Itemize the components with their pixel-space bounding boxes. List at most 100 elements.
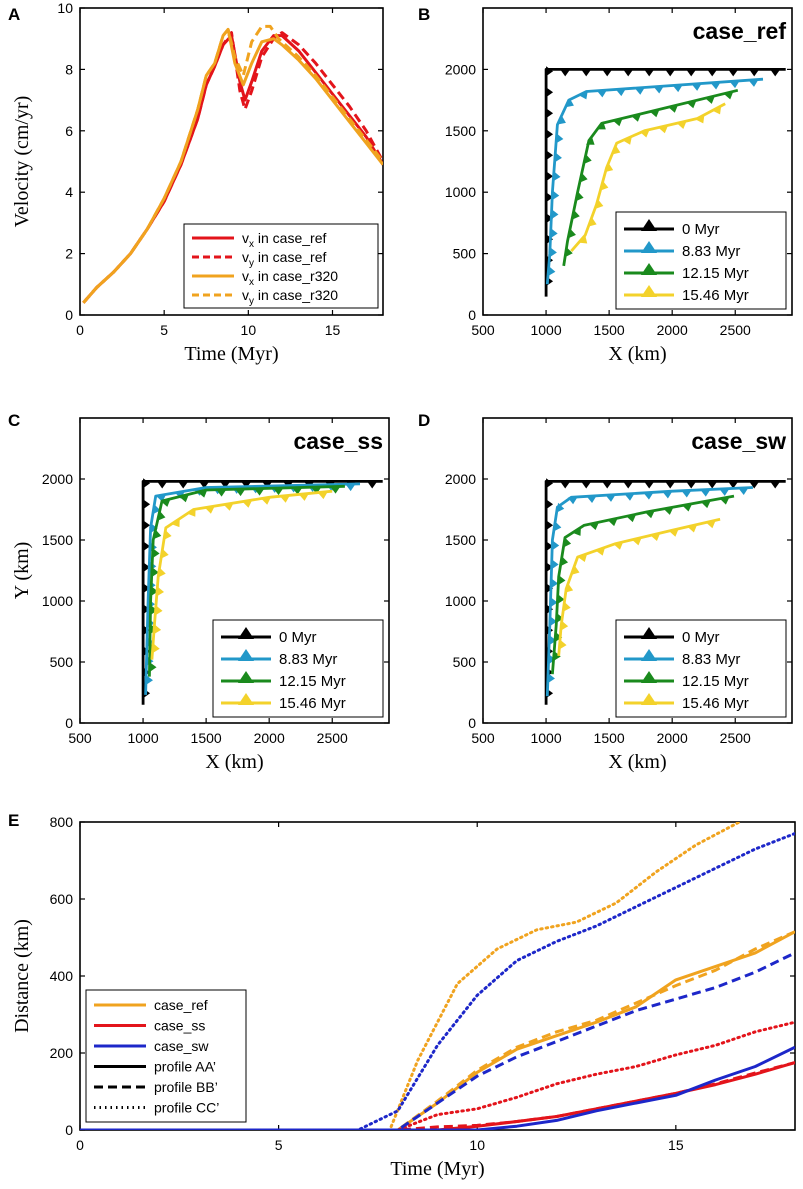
y-tick-label: 200 — [50, 1045, 74, 1061]
plot-frame — [482, 417, 793, 724]
legend-triangle — [238, 627, 254, 639]
subduction-marker — [546, 66, 554, 77]
panel-label: C — [8, 411, 20, 430]
subduction-marker — [623, 481, 634, 489]
legend-label: 12.15 Myr — [279, 673, 346, 690]
subduction-marker — [589, 522, 599, 531]
subduction-marker — [546, 87, 554, 98]
subduction-marker — [604, 162, 614, 173]
x-tick-label: 2500 — [720, 322, 751, 338]
subduction-marker — [171, 518, 180, 528]
subduction-marker — [546, 192, 554, 203]
legend-label: case_ss — [154, 1018, 205, 1034]
y-tick-label: 500 — [50, 654, 74, 670]
y-tick-label: 1500 — [42, 532, 73, 548]
y-tick-label: 2000 — [445, 471, 476, 487]
y-tick-label: 600 — [50, 891, 74, 907]
subduction-marker — [143, 520, 151, 531]
subduction-marker — [581, 481, 592, 489]
y-tick-label: 0 — [65, 307, 73, 323]
y-tick-label: 1500 — [445, 123, 476, 139]
subduction-marker — [143, 478, 151, 489]
subduction-marker — [676, 121, 687, 129]
legend-label: vx in case_r320 — [242, 268, 338, 288]
subduction-marker — [559, 639, 567, 650]
y-tick-label: 1500 — [445, 532, 476, 548]
legend-label: profile BB’ — [154, 1079, 218, 1095]
subduction-marker — [220, 481, 231, 489]
y-axis-label: Y (km) — [11, 542, 33, 600]
subduction-marker — [695, 114, 705, 124]
subduction-marker — [242, 500, 253, 508]
subduction-marker — [157, 510, 166, 521]
y-tick-label: 1000 — [445, 184, 476, 200]
subduction-marker — [216, 489, 227, 497]
legend-triangle — [641, 671, 657, 683]
subduction-marker — [143, 541, 151, 552]
subduction-marker — [152, 504, 161, 515]
series-group — [141, 478, 383, 705]
subduction-marker — [577, 553, 588, 562]
series-line-case-ss-cc- — [80, 1020, 795, 1130]
legend-triangle — [641, 219, 657, 231]
legend-triangle — [641, 693, 657, 705]
x-tick-label: 1500 — [594, 730, 625, 746]
series-line-vy-in-case-r320 — [82, 24, 383, 304]
x-tick-label: 15 — [668, 1137, 684, 1153]
y-tick-label: 10 — [57, 0, 73, 16]
subduction-marker — [546, 562, 554, 573]
subduction-marker — [579, 172, 588, 183]
subduction-marker — [150, 523, 158, 534]
subduction-marker — [546, 129, 554, 140]
subduction-marker — [571, 210, 580, 220]
subduction-marker — [553, 521, 562, 532]
legend-label: 0 Myr — [682, 629, 720, 646]
subduction-marker — [554, 152, 562, 163]
subduction-marker — [567, 496, 578, 505]
plot-frame — [482, 7, 793, 316]
subduction-marker — [546, 520, 554, 531]
series-line-15-46-myr — [570, 102, 726, 253]
subduction-marker — [668, 528, 679, 537]
subduction-marker — [650, 533, 661, 542]
subduction-marker — [149, 662, 157, 673]
subduction-marker — [565, 98, 574, 108]
y-tick-label: 1000 — [445, 593, 476, 609]
subduction-marker — [686, 481, 697, 489]
subduction-marker — [197, 489, 208, 498]
subduction-marker — [556, 613, 564, 624]
subduction-marker — [565, 247, 573, 258]
y-tick-label: 0 — [468, 307, 476, 323]
legend-label: 8.83 Myr — [279, 651, 337, 668]
x-tick-label: 5 — [275, 1137, 283, 1153]
series-group — [544, 478, 786, 705]
x-tick-label: 2000 — [657, 730, 688, 746]
subduction-marker — [143, 583, 151, 594]
legend-label: case_sw — [154, 1038, 209, 1054]
panel-label: D — [418, 411, 430, 430]
subduction-marker — [550, 597, 558, 608]
subduction-marker — [611, 145, 621, 155]
x-tick-label: 2000 — [657, 322, 688, 338]
panel-label: A — [8, 5, 20, 24]
subduction-marker — [179, 494, 189, 503]
subduction-marker — [563, 537, 572, 548]
x-tick-label: 500 — [471, 322, 495, 338]
subduction-marker — [547, 266, 556, 277]
subduction-marker — [663, 507, 674, 515]
subduction-marker — [157, 481, 168, 489]
subduction-marker — [552, 540, 560, 551]
subduction-marker — [665, 481, 676, 489]
subduction-marker — [682, 503, 693, 512]
subduction-marker — [550, 578, 559, 589]
series-line-case-sw-bb- — [80, 951, 795, 1130]
subduction-marker — [597, 121, 606, 130]
subduction-marker — [662, 491, 673, 499]
subduction-marker — [261, 497, 272, 505]
subduction-marker — [581, 69, 592, 77]
